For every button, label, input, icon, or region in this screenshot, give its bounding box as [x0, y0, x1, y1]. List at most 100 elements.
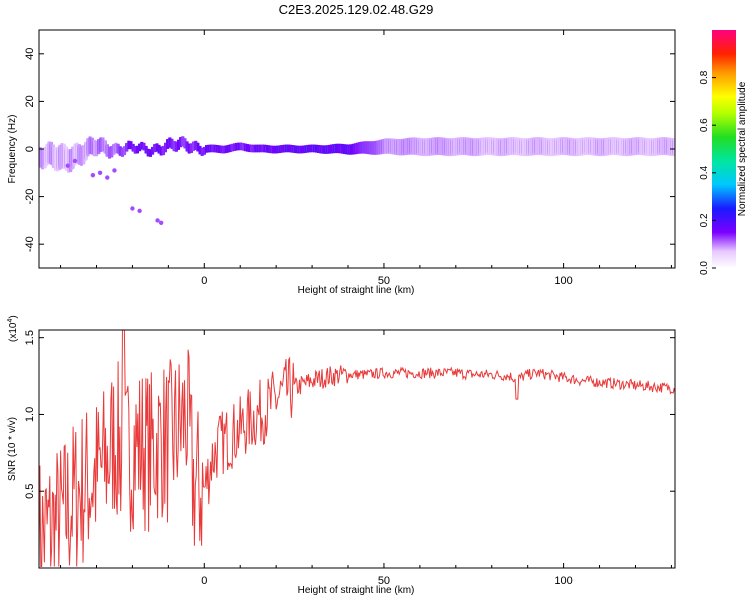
spectrogram-speckle	[112, 168, 117, 173]
spectrogram-cell	[330, 144, 334, 154]
spectrogram-cell	[192, 141, 196, 151]
spectrogram-speckle	[72, 158, 78, 164]
spectrogram-cell	[452, 137, 456, 156]
spectrogram-speckle	[130, 206, 135, 211]
spectrogram-cell	[459, 137, 463, 156]
spectrogram-cell	[114, 142, 118, 154]
snr-line	[39, 330, 675, 567]
spectrogram-cell	[183, 138, 187, 149]
spectrogram-cell	[209, 144, 213, 153]
spectrogram-cell	[375, 140, 379, 155]
spectrogram-cell	[506, 137, 510, 156]
spectrogram-cell	[258, 144, 262, 153]
spectrogram-cell	[107, 146, 111, 159]
spectrogram-cell	[116, 143, 120, 154]
spectrogram-cell	[295, 145, 299, 154]
spectrogram-cell	[448, 138, 452, 157]
spectrogram-cell	[254, 144, 258, 153]
spectrogram-cell	[629, 137, 633, 156]
spectrogram-cell	[396, 139, 400, 156]
spectrogram-cell	[575, 138, 579, 157]
spectrogram-cell	[590, 137, 594, 156]
spectrogram-cell	[217, 145, 221, 153]
spectrogram-ytick-label: 40	[24, 48, 36, 60]
spectrogram-cell	[463, 137, 467, 156]
spectrogram-cell	[405, 138, 409, 155]
spectrogram-cell	[146, 148, 150, 157]
spectrogram-cell	[580, 137, 584, 156]
spectrogram-cell	[179, 137, 183, 148]
spectrogram-xtick-label: 100	[554, 275, 572, 287]
spectrogram-cell	[603, 137, 607, 156]
spectrogram-cell	[103, 140, 107, 154]
spectrogram-cell	[129, 141, 133, 150]
spectrogram-cell	[181, 136, 185, 147]
spectrogram-cell	[414, 137, 418, 155]
snr-panel: 0 50 100 0.5 1.0 1.5 Height of straight line …	[7, 315, 676, 596]
spectrogram-cell	[672, 138, 675, 157]
spectrogram-cell	[631, 137, 635, 156]
spectrogram-cell	[487, 137, 491, 155]
spectrogram-cell	[47, 141, 51, 164]
spectrogram-cell	[118, 146, 122, 156]
snr-frame	[38, 329, 676, 569]
spectrogram-cell	[306, 144, 310, 153]
spectrogram-cell	[159, 146, 163, 156]
spectrogram-cell	[265, 144, 269, 153]
spectrogram-cell	[508, 137, 512, 156]
spectrogram-cell	[43, 146, 47, 169]
spectrogram-cell	[608, 137, 612, 156]
spectrogram-cell	[202, 146, 206, 155]
spectrogram-ytick-label: 0	[24, 146, 36, 152]
spectrogram-cell	[319, 145, 323, 154]
spectrogram-cell	[338, 143, 342, 154]
spectrogram-cell	[289, 144, 293, 153]
spectrogram-ytick-label: -20	[24, 189, 36, 205]
spectrogram-ridge	[39, 136, 675, 225]
spectrogram-cell	[524, 138, 528, 157]
spectrogram-cell	[577, 138, 581, 156]
spectrogram-cell	[174, 141, 178, 152]
spectrogram-cell	[618, 137, 622, 156]
spectrogram-cell	[151, 146, 155, 155]
spectrogram-cell	[668, 137, 672, 156]
spectrogram-cell	[353, 143, 357, 155]
spectrogram-cell	[528, 137, 532, 156]
snr-ytick-label: 1.5	[24, 330, 36, 345]
spectrogram-cell	[556, 137, 560, 156]
spectrogram-cell	[610, 137, 614, 156]
spectrogram-cell	[314, 144, 318, 153]
spectrogram-cell	[437, 137, 441, 156]
spectrogram-cell	[127, 140, 131, 150]
spectrogram-cell	[189, 143, 193, 153]
spectrogram-cell	[95, 140, 99, 157]
spectrogram-cell	[366, 141, 370, 155]
spectrogram-cell	[302, 145, 305, 154]
spectrogram-cell	[519, 137, 523, 156]
spectrogram-cell	[172, 140, 176, 152]
spectrogram-cell	[627, 138, 631, 156]
spectrogram-cell	[56, 146, 60, 172]
spectrogram-xlabel: Height of straight line (km)	[298, 285, 415, 296]
spectrogram-cell	[153, 144, 157, 153]
spectrogram-cell	[502, 138, 506, 156]
spectrogram-cell	[358, 142, 362, 154]
spectrogram-cell	[233, 143, 236, 151]
spectrogram-cell	[567, 137, 571, 156]
spectrogram-cell	[476, 138, 480, 157]
spectrogram-cell	[138, 143, 142, 152]
spectrogram-cell	[634, 137, 637, 156]
spectrogram-cell	[651, 138, 655, 157]
spectrogram-cell	[220, 145, 224, 154]
spectrogram-speckle	[158, 220, 164, 225]
spectrogram-cell	[373, 141, 377, 155]
spectrogram-cell	[407, 137, 411, 155]
spectrogram-cell	[271, 145, 275, 154]
spectrogram-cell	[625, 138, 629, 157]
spectrogram-cell	[644, 137, 648, 156]
spectrogram-cell	[200, 147, 204, 156]
snr-multiplier: (x104)	[7, 315, 19, 342]
spectrogram-cell	[237, 142, 241, 151]
spectrogram-cell	[82, 145, 86, 165]
snr-xtick-label: 100	[554, 575, 572, 587]
